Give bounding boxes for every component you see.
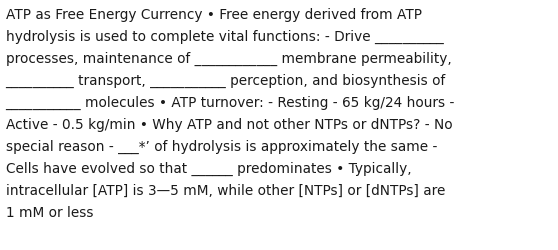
Text: ___________ molecules • ATP turnover: - Resting - 65 kg/24 hours -: ___________ molecules • ATP turnover: - … — [6, 96, 455, 110]
Text: Active - 0.5 kg/min • Why ATP and not other NTPs or dNTPs? - No: Active - 0.5 kg/min • Why ATP and not ot… — [6, 118, 452, 132]
Text: hydrolysis is used to complete vital functions: - Drive __________: hydrolysis is used to complete vital fun… — [6, 30, 443, 44]
Text: __________ transport, ___________ perception, and biosynthesis of: __________ transport, ___________ percep… — [6, 74, 446, 88]
Text: special reason - ___*’ of hydrolysis is approximately the same -: special reason - ___*’ of hydrolysis is … — [6, 140, 437, 153]
Text: processes, maintenance of ____________ membrane permeability,: processes, maintenance of ____________ m… — [6, 52, 451, 66]
Text: 1 mM or less: 1 mM or less — [6, 206, 93, 220]
Text: Cells have evolved so that ______ predominates • Typically,: Cells have evolved so that ______ predom… — [6, 162, 411, 175]
Text: intracellular [ATP] is 3—5 mM, while other [NTPs] or [dNTPs] are: intracellular [ATP] is 3—5 mM, while oth… — [6, 184, 445, 198]
Text: ATP as Free Energy Currency • Free energy derived from ATP: ATP as Free Energy Currency • Free energ… — [6, 8, 422, 22]
